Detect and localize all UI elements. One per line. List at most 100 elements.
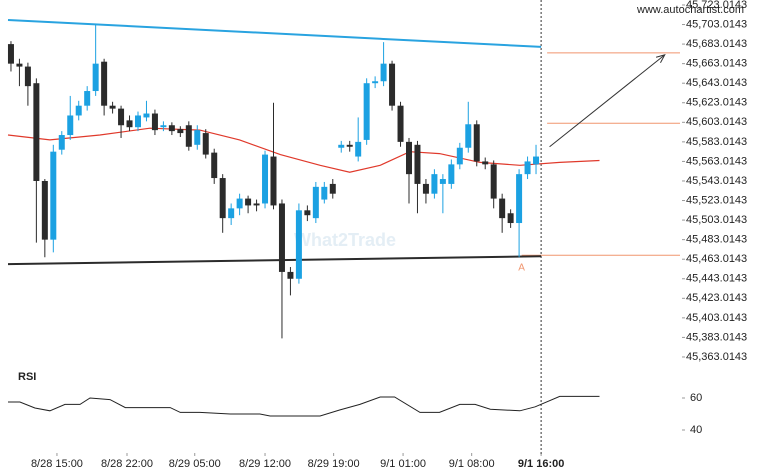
candle-body (16, 63, 23, 67)
candle-body (67, 115, 74, 136)
candle-body (211, 152, 218, 179)
candle-body (160, 125, 167, 128)
y-tick-label: 45,443.0143 (686, 273, 747, 285)
candle-body (524, 161, 531, 175)
candle-body (355, 141, 362, 157)
y-tick-label: 45,623.0143 (686, 97, 747, 109)
candle-body (253, 203, 260, 206)
rsi-y-tick-label: 40 (690, 424, 702, 436)
y-tick-label: 45,663.0143 (686, 58, 747, 70)
candle-body (84, 91, 91, 106)
candle-body (194, 130, 201, 145)
y-tick-label: 45,523.0143 (686, 194, 747, 206)
candle-body (372, 81, 379, 84)
candle-body (499, 198, 506, 219)
candle-body (431, 174, 438, 194)
y-tick-label: 45,383.0143 (686, 331, 747, 343)
y-tick-label: 45,643.0143 (686, 77, 747, 89)
source: www.autochartist.com (636, 4, 744, 16)
candle-body (448, 164, 455, 184)
y-tick-label: 45,563.0143 (686, 155, 747, 167)
candle-body (24, 66, 31, 87)
candle-body (7, 44, 14, 64)
candle-body (287, 271, 294, 279)
candle-body (405, 141, 412, 175)
y-tick-label: 45,503.0143 (686, 214, 747, 226)
candle-body (312, 186, 319, 219)
candle-body (380, 63, 387, 82)
x-tick-label: 8/28 15:00 (31, 458, 83, 470)
candle-body (236, 198, 243, 209)
rsi-y-tick-label: 60 (690, 392, 702, 404)
candle-body (109, 105, 116, 109)
forecast-arrow (549, 54, 666, 148)
arrow-head (655, 54, 666, 64)
rsi-title: RSI (18, 371, 36, 383)
candle-body (338, 144, 345, 148)
candle-body (168, 125, 175, 132)
y-tick-label: 45,703.0143 (686, 18, 747, 30)
candle-body (321, 186, 328, 200)
support-line (7, 255, 542, 266)
candle-body (516, 174, 523, 224)
candle-body (465, 124, 472, 148)
candle-body (75, 105, 82, 116)
candle-body (363, 83, 370, 140)
candle-body (245, 198, 252, 206)
candle-body (58, 135, 65, 150)
candle-body (219, 178, 226, 219)
rsi-line (8, 395, 600, 417)
candle-body (490, 164, 497, 199)
candle-body (346, 144, 353, 147)
candle-body (397, 105, 404, 142)
candle-body (185, 125, 192, 147)
candle-body (143, 113, 150, 118)
watermark: What2Trade (294, 230, 396, 250)
x-tick-label: 9/1 08:00 (449, 458, 495, 470)
candle-body (126, 120, 133, 128)
candle-body (101, 61, 108, 106)
candle-body (389, 63, 396, 106)
candle-body (278, 203, 285, 272)
candle-body (151, 113, 158, 131)
y-tick-label: 45,363.0143 (686, 351, 747, 363)
candle-body (439, 179, 446, 184)
candle-body (118, 108, 125, 126)
y-tick-label: 45,403.0143 (686, 312, 747, 324)
x-tick-label: 9/1 16:00 (518, 458, 564, 470)
candle-body (533, 156, 540, 165)
candle-body (482, 161, 489, 165)
candle-body (134, 115, 141, 128)
candle-body (177, 129, 184, 134)
candle-body (262, 154, 269, 204)
candle-body (92, 63, 99, 92)
y-tick-label: 45,603.0143 (686, 116, 747, 128)
candle-body (295, 210, 302, 279)
candle-body (304, 210, 311, 216)
y-tick-label: 45,543.0143 (686, 175, 747, 187)
x-tick-label: 8/29 05:00 (169, 458, 221, 470)
candle-body (507, 213, 514, 224)
y-tick-label: 45,723.0143 (686, 0, 747, 11)
x-tick-label: 8/28 22:00 (101, 458, 153, 470)
candle-body (422, 183, 429, 194)
y-tick-label: 45,423.0143 (686, 292, 747, 304)
candle-body (50, 151, 57, 240)
y-tick-label: 45,683.0143 (686, 38, 747, 50)
candle-body (41, 180, 48, 240)
x-tick-label: 9/1 01:00 (380, 458, 426, 470)
candle-body (202, 133, 209, 155)
x-tick-label: 8/29 19:00 (308, 458, 360, 470)
candle-body (456, 147, 463, 165)
candle-body (228, 208, 235, 219)
candle-body (473, 124, 480, 162)
y-tick-label: 45,463.0143 (686, 253, 747, 265)
candle-body (329, 183, 336, 194)
y-tick-label: 45,583.0143 (686, 136, 747, 148)
candle-body (414, 144, 421, 184)
moving-average (7, 127, 600, 173)
x-tick-label: 8/29 12:00 (239, 458, 291, 470)
resistance-line (7, 18, 542, 48)
y-tick-label: 45,483.0143 (686, 234, 747, 246)
